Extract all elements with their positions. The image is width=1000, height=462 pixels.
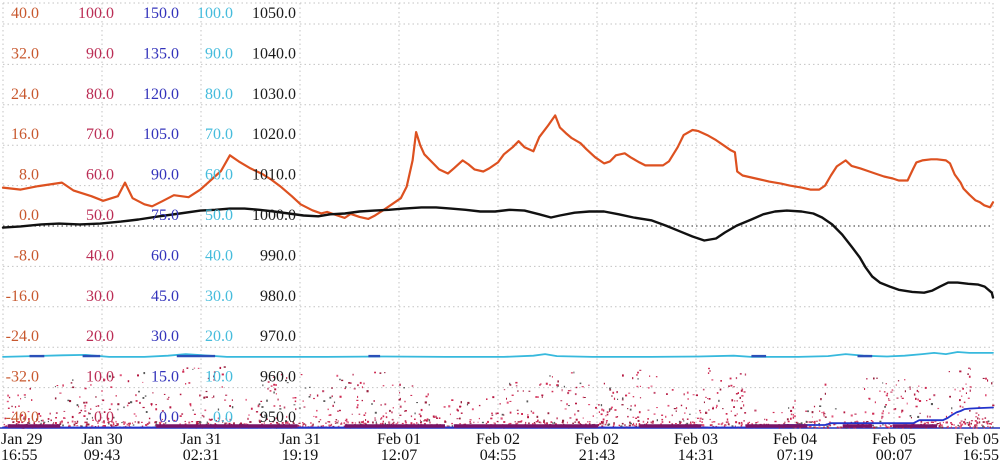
y-axis-label-orange-axis: -32.0 xyxy=(6,369,39,386)
y-axis-label-blue-axis: 45.0 xyxy=(151,288,179,305)
orange-line xyxy=(1,114,995,220)
x-tick-date: Jan 31 xyxy=(180,431,221,448)
y-axis-label-black-axis: 990.0 xyxy=(260,247,296,264)
y-axis-label-crimson-axis: 50.0 xyxy=(86,207,114,224)
y-axis-label-cyan-axis: 40.0 xyxy=(205,247,233,264)
y-axis-label-black-axis: 1030.0 xyxy=(252,86,296,103)
y-axis-label-cyan-axis: 50.0 xyxy=(205,207,233,224)
y-axis-label-black-axis: 1050.0 xyxy=(252,5,296,22)
y-axis-label-orange-axis: 16.0 xyxy=(11,126,39,143)
x-tick-date: Feb 02 xyxy=(575,431,619,448)
y-axis-label-black-axis: 1000.0 xyxy=(252,207,296,224)
x-tick-time: 09:43 xyxy=(84,447,120,462)
series-orange-line xyxy=(1,114,995,220)
x-tick-date: Jan 31 xyxy=(279,431,320,448)
y-axis-label-crimson-axis: 90.0 xyxy=(86,45,114,62)
y-axis-label-blue-axis: 60.0 xyxy=(151,247,179,264)
y-axis-label-cyan-axis: 60.0 xyxy=(205,167,233,184)
y-axis-label-crimson-axis: 20.0 xyxy=(86,328,114,345)
y-axis-label-crimson-axis: 40.0 xyxy=(86,247,114,264)
y-axis-label-crimson-axis: 60.0 xyxy=(86,167,114,184)
x-tick-time: 16:55 xyxy=(963,447,999,462)
y-axis-label-black-axis: 960.0 xyxy=(260,369,296,386)
y-axis-label-cyan-axis: 80.0 xyxy=(205,86,233,103)
y-axis-label-black-axis: 1040.0 xyxy=(252,45,296,62)
y-axis-label-orange-axis: 8.0 xyxy=(19,167,39,184)
cyan-line xyxy=(2,351,994,358)
x-tick-time: 04:55 xyxy=(480,447,516,462)
y-axis-label-orange-axis: 32.0 xyxy=(11,45,39,62)
y-axis-label-blue-axis: 15.0 xyxy=(151,369,179,386)
y-axis-label-crimson-axis: 30.0 xyxy=(86,288,114,305)
y-axis-label-orange-axis: -24.0 xyxy=(6,328,39,345)
y-axis-label-black-axis: 950.0 xyxy=(260,409,296,426)
y-axis-label-blue-axis: 90.0 xyxy=(151,167,179,184)
y-axis-label-crimson-axis: 80.0 xyxy=(86,86,114,103)
x-tick-date: Feb 02 xyxy=(476,431,520,448)
y-axis-label-orange-axis: -16.0 xyxy=(6,288,39,305)
y-axis-labels: 40.0 32.0 24.0 16.0 8.0 0.0 -8.0 -16.0 -24.0 -32.… xyxy=(6,5,296,426)
x-tick-time: 02:31 xyxy=(183,447,219,462)
y-axis-label-blue-axis: 105.0 xyxy=(143,126,179,143)
x-tick-date: Jan 29 xyxy=(1,431,42,448)
x-tick-time: 14:31 xyxy=(678,447,714,462)
y-axis-label-cyan-axis: 20.0 xyxy=(205,328,233,345)
y-axis-label-blue-axis: 150.0 xyxy=(143,5,179,22)
y-axis-label-orange-axis: 0.0 xyxy=(19,207,39,224)
series-black-line xyxy=(1,206,995,299)
y-axis-label-crimson-axis: 70.0 xyxy=(86,126,114,143)
y-axis-label-cyan-axis: 0.0 xyxy=(213,409,233,426)
y-axis-label-crimson-axis: 10.0 xyxy=(86,369,114,386)
y-axis-label-blue-axis: 0.0 xyxy=(159,409,179,426)
y-axis-label-cyan-axis: 90.0 xyxy=(205,45,233,62)
y-axis-label-crimson-axis: 0.0 xyxy=(94,409,114,426)
y-axis-label-blue-axis: 135.0 xyxy=(143,45,179,62)
series-cyan-line xyxy=(2,351,994,358)
x-tick-date: Feb 01 xyxy=(377,431,421,448)
y-axis-label-cyan-axis: 30.0 xyxy=(205,288,233,305)
x-tick-date: Jan 30 xyxy=(81,431,122,448)
y-axis-label-blue-axis: 75.0 xyxy=(151,207,179,224)
y-axis-label-black-axis: 1010.0 xyxy=(252,167,296,184)
x-tick-time: 16:55 xyxy=(1,447,37,462)
y-axis-label-orange-axis: -40.0 xyxy=(6,409,39,426)
x-tick-time: 21:43 xyxy=(579,447,615,462)
y-axis-label-blue-axis: 120.0 xyxy=(143,86,179,103)
y-axis-label-black-axis: 970.0 xyxy=(260,328,296,345)
y-axis-label-cyan-axis: 10.0 xyxy=(205,369,233,386)
y-axis-label-cyan-axis: 70.0 xyxy=(205,126,233,143)
x-tick-time: 19:19 xyxy=(282,447,318,462)
black-line xyxy=(1,206,995,299)
y-axis-label-cyan-axis: 100.0 xyxy=(197,5,233,22)
y-axis-label-orange-axis: 40.0 xyxy=(11,5,39,22)
y-axis-label-orange-axis: 24.0 xyxy=(11,86,39,103)
x-tick-date: Feb 05 xyxy=(872,431,916,448)
y-axis-label-black-axis: 980.0 xyxy=(260,288,296,305)
x-tick-date: Feb 04 xyxy=(773,431,817,448)
x-tick-time: 12:07 xyxy=(381,447,417,462)
y-axis-label-crimson-axis: 100.0 xyxy=(78,5,114,22)
x-tick-time: 07:19 xyxy=(777,447,813,462)
y-axis-label-blue-axis: 30.0 xyxy=(151,328,179,345)
x-tick-date: Feb 03 xyxy=(674,431,718,448)
gridlines xyxy=(0,2,1000,429)
y-axis-label-black-axis: 1020.0 xyxy=(252,126,296,143)
y-axis-label-orange-axis: -8.0 xyxy=(14,247,39,264)
x-tick-date: Feb 05 xyxy=(955,431,999,448)
x-tick-time: 00:07 xyxy=(876,447,912,462)
